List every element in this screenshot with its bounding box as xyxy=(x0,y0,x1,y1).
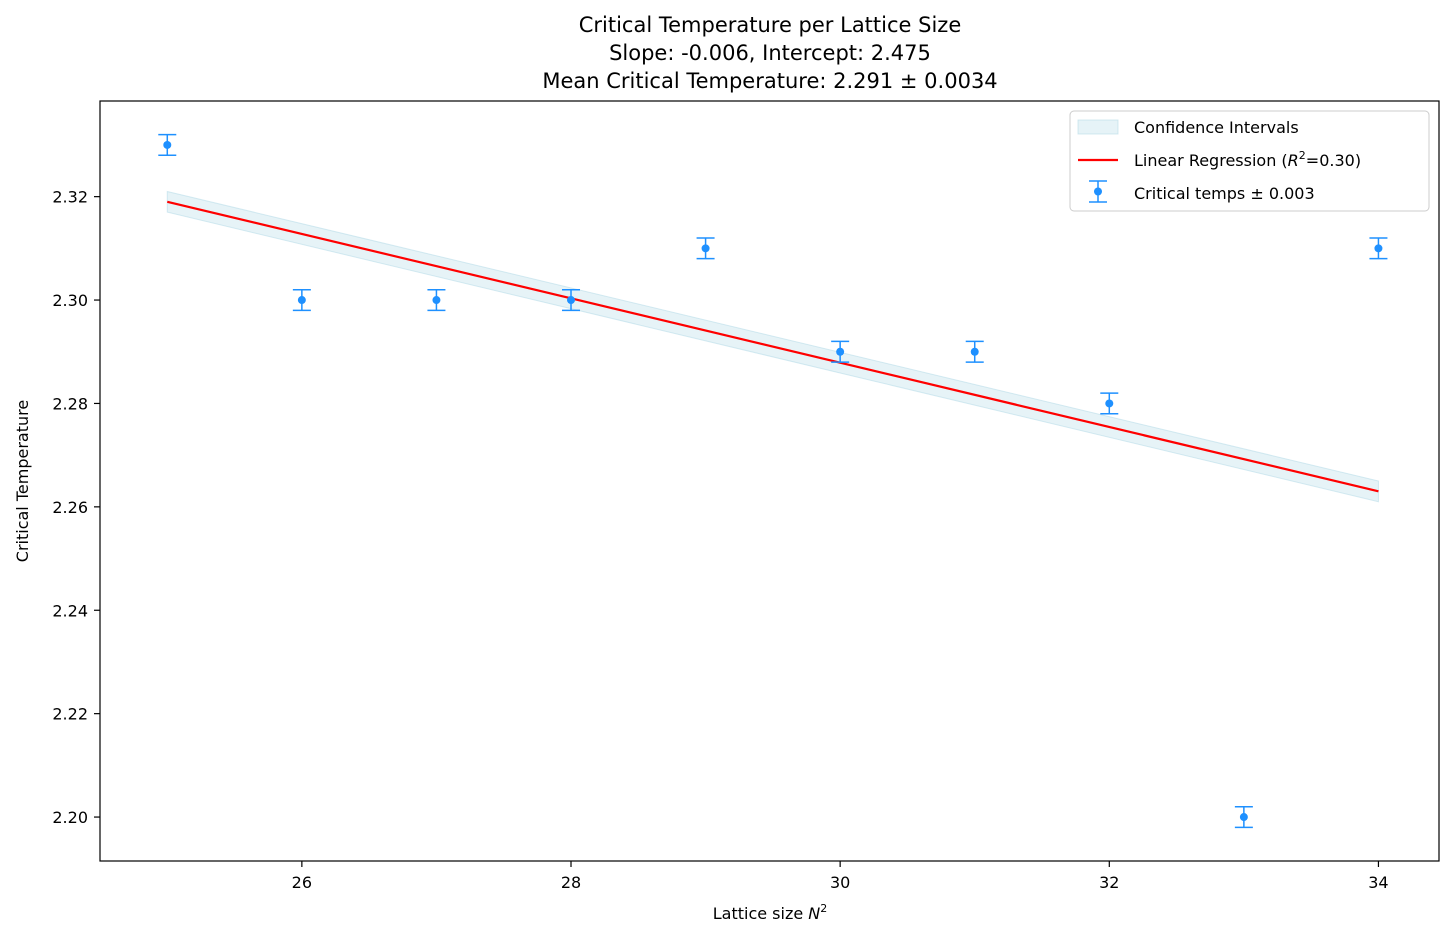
x-tick-label: 30 xyxy=(830,873,850,892)
errorbar-point xyxy=(1234,805,1253,829)
legend: Confidence Intervals Linear Regression (… xyxy=(1069,110,1430,212)
data-point xyxy=(701,244,710,253)
errorbar-point xyxy=(562,288,581,312)
data-point xyxy=(163,140,172,149)
y-tick-label: 2.32 xyxy=(52,188,88,207)
legend-label-regression: Linear Regression (R2=0.30) xyxy=(1134,149,1361,170)
errorbar-point xyxy=(292,288,311,312)
y-tick-label: 2.28 xyxy=(52,394,88,413)
data-point xyxy=(970,347,979,356)
x-tick-label: 26 xyxy=(292,873,312,892)
legend-label-confidence: Confidence Intervals xyxy=(1134,118,1299,137)
y-tick-label: 2.22 xyxy=(52,705,88,724)
title-line-2: Slope: -0.006, Intercept: 2.475 xyxy=(609,41,931,65)
legend-box xyxy=(1069,110,1430,212)
data-point xyxy=(567,296,576,305)
errorbar-point xyxy=(1369,237,1388,260)
y-tick-label: 2.24 xyxy=(52,601,88,620)
errorbar-point xyxy=(427,288,446,312)
data-point xyxy=(297,296,306,305)
data-point xyxy=(836,347,845,356)
y-tick-label: 2.30 xyxy=(52,291,88,310)
data-point xyxy=(1239,813,1248,822)
y-tick-label: 2.26 xyxy=(52,498,88,517)
title-line-1: Critical Temperature per Lattice Size xyxy=(579,13,962,37)
legend-label-critical-temps: Critical temps ± 0.003 xyxy=(1134,184,1315,203)
plot-area xyxy=(158,133,1388,829)
errorbar-point xyxy=(158,133,177,157)
data-point xyxy=(432,296,441,305)
legend-errorbar-swatch xyxy=(1089,180,1107,203)
data-point xyxy=(1374,244,1383,253)
axis-ticks: 26 28 30 32 34 2.20 2.22 2.24 2.26 2.28 2.30 2.32 xyxy=(52,188,1388,892)
y-axis-label: Critical Temperature xyxy=(13,400,32,562)
x-tick-label: 32 xyxy=(1099,873,1119,892)
x-axis-label: Lattice size N2 xyxy=(713,902,828,923)
legend-band-swatch xyxy=(1077,119,1119,135)
x-tick-label: 28 xyxy=(561,873,581,892)
axes-frame xyxy=(99,100,1440,862)
chart-title: Critical Temperature per Lattice Size Sl… xyxy=(542,13,997,93)
errorbar-point xyxy=(696,237,715,260)
x-tick-label: 34 xyxy=(1368,873,1388,892)
regression-line xyxy=(167,200,1379,493)
errorbar-point xyxy=(965,340,984,363)
y-tick-label: 2.20 xyxy=(52,808,88,827)
errorbar-point xyxy=(1100,392,1119,415)
data-point xyxy=(1105,399,1114,408)
errorbar-point xyxy=(831,340,850,363)
title-line-3: Mean Critical Temperature: 2.291 ± 0.003… xyxy=(542,69,997,93)
